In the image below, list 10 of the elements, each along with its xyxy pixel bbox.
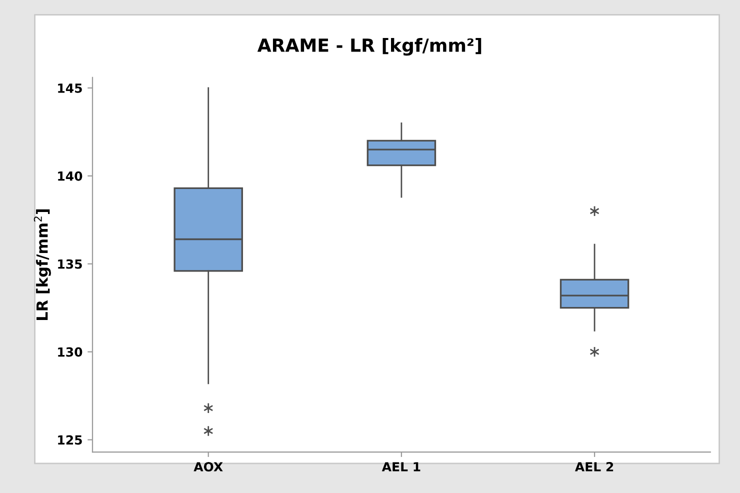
x-tick-label: AOX: [194, 462, 223, 472]
x-tick-label: AEL 1: [382, 462, 420, 472]
y-tick-label: 135: [58, 259, 82, 269]
x-tick-label: AEL 2: [574, 462, 614, 472]
y-tick-label: 125: [58, 435, 82, 445]
chart-title: ARAME - LR [kgf/mm²]: [257, 38, 482, 56]
y-tick-label: 145: [58, 84, 82, 93]
y-axis-title: LR [kgf/mm$^{2}$]: [34, 209, 51, 320]
y-tick-label: 140: [58, 171, 82, 181]
y-tick-label: 130: [58, 347, 82, 357]
